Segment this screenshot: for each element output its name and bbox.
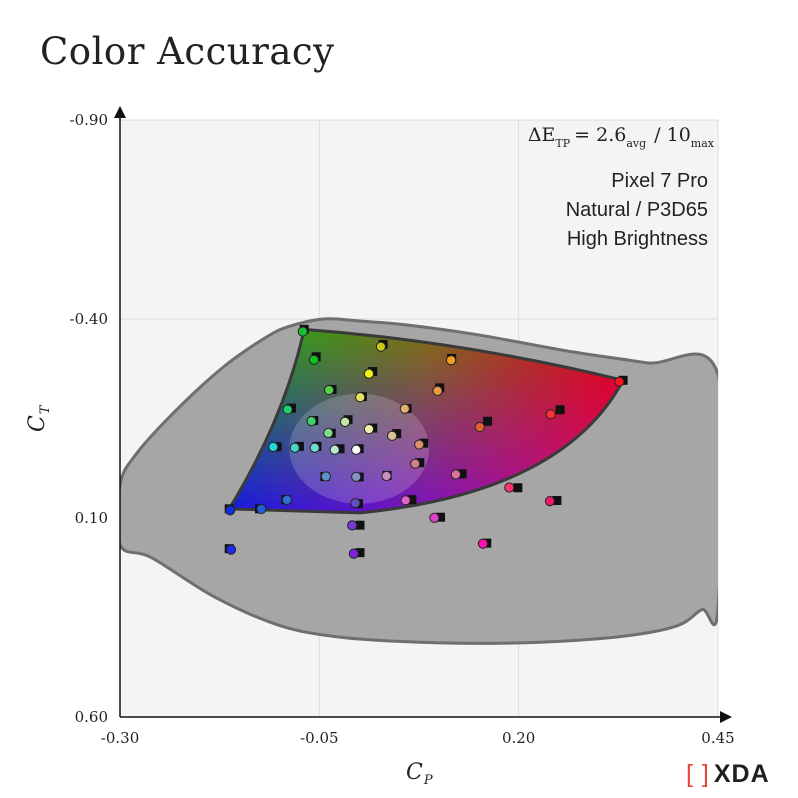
page-title: Color Accuracy [40,30,335,73]
measured-marker [256,503,267,515]
measured-marker [320,471,332,482]
measured-marker [323,427,334,439]
y-tick-label: -0.90 [70,111,108,129]
delta-e-annotation: ΔETP = 2.6avg/ 10max [528,124,715,150]
axes [114,106,732,723]
y-axis-arrow [114,106,126,118]
x-axis-arrow [720,711,732,723]
y-tick-label: -0.40 [70,310,108,328]
measured-marker [474,421,485,433]
measured-marker [351,444,362,455]
data-markers [224,324,628,559]
target-marker [552,495,562,505]
measured-marker [225,544,237,555]
measured-marker [363,368,375,379]
annotation-device: Pixel 7 Pro [611,170,708,192]
measured-marker [363,423,375,435]
annotation-brightness: High Brightness [567,228,708,250]
measured-marker [450,469,461,480]
target-marker [355,520,365,530]
measured-marker [544,495,556,507]
measured-marker [445,355,457,366]
measured-marker [351,471,362,482]
measured-marker [432,385,443,396]
measured-marker [350,497,361,509]
measured-marker [309,442,320,453]
tick-labels: -0.30 -0.05 0.20 0.45 -0.90 -0.40 0.10 0.60 [70,111,735,747]
y-axis-label: CT [25,404,53,432]
measured-marker [429,512,440,523]
measured-marker [381,470,392,482]
target-marker [513,483,523,493]
measured-marker [281,494,292,505]
measured-marker [282,404,293,415]
xda-bracket-icon: [ ] [686,760,710,788]
measured-marker [268,441,279,453]
measured-marker [386,430,398,441]
x-tick-label: -0.30 [101,729,139,747]
xda-logo-text: XDA [713,760,770,788]
measured-marker [375,341,387,352]
target-marker [483,416,493,426]
y-tick-label: 0.10 [75,509,108,527]
measured-marker [614,376,625,387]
annotation-mode: Natural / P3D65 [566,199,708,221]
measured-marker [308,354,320,365]
measured-marker [477,538,489,549]
target-marker [436,512,446,522]
gamut-outline [227,327,625,515]
measured-marker [347,520,358,531]
x-tick-label: -0.05 [300,729,338,747]
x-axis-label: CP [406,760,433,788]
gamut-fill-top [229,329,624,513]
measured-marker [504,482,515,493]
target-marker [335,444,345,454]
target-marker [355,548,365,558]
measured-marker [329,444,340,455]
measured-marker [297,326,308,337]
measured-marker [348,548,359,559]
target-marker [457,469,467,479]
x-tick-label: 0.20 [502,729,535,747]
y-tick-label: 0.60 [75,708,108,726]
x-tick-label: 0.45 [701,729,734,747]
measured-marker [289,442,300,453]
measured-marker [414,439,425,450]
measured-marker [410,458,421,469]
measured-marker [399,403,410,414]
measured-marker [400,495,411,506]
measured-marker [225,505,236,516]
measured-marker [355,392,366,403]
measured-marker [339,416,351,427]
target-marker [555,405,565,415]
measured-marker [306,415,317,427]
measured-marker [545,409,556,420]
xda-logo: [ ] XDA [686,760,770,789]
measured-marker [323,384,335,396]
target-marker [407,495,417,505]
